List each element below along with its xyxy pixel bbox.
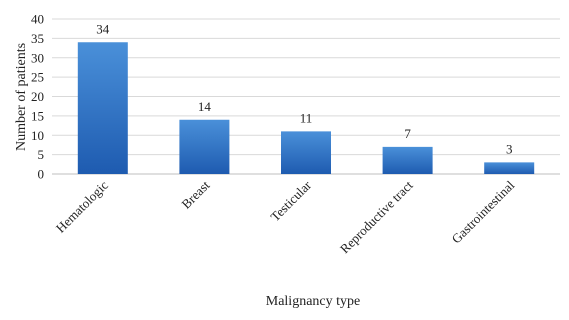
x-category-label: Testicular <box>267 177 314 224</box>
bar-hematologic <box>77 42 128 174</box>
y-tick-label: 25 <box>31 70 44 85</box>
x-axis-title: Malignancy type <box>266 294 360 309</box>
bar-gastrointestinal <box>484 162 535 174</box>
data-label: 34 <box>96 21 110 36</box>
x-category-label: Reproductive tract <box>337 177 416 256</box>
x-category-label: Breast <box>178 177 212 211</box>
x-axis-categories: Hematologic Breast Testicular Reproductive … <box>53 177 518 256</box>
bar-testicular <box>281 131 331 174</box>
gridlines <box>52 18 560 175</box>
y-tick-label: 35 <box>31 31 44 46</box>
data-label: 3 <box>506 141 513 156</box>
y-tick-label: 5 <box>38 147 45 162</box>
bar-reproductive-tract <box>382 146 433 174</box>
y-tick-label: 20 <box>31 89 44 104</box>
data-label: 7 <box>404 126 411 141</box>
y-tick-label: 15 <box>31 108 44 123</box>
y-axis-title: Number of patients <box>14 43 29 151</box>
x-category-label: Gastrointestinal <box>448 177 517 246</box>
x-category-label: Hematologic <box>53 177 111 235</box>
y-tick-label: 10 <box>31 128 44 143</box>
y-axis-ticks: 0 5 10 15 20 25 30 35 40 <box>31 12 44 182</box>
data-label: 14 <box>198 99 212 114</box>
bars <box>77 42 535 174</box>
data-labels: 34 14 11 7 3 <box>96 21 512 156</box>
y-tick-label: 40 <box>31 12 44 27</box>
y-tick-label: 30 <box>31 50 44 65</box>
data-label: 11 <box>300 110 313 125</box>
y-tick-label: 0 <box>38 167 45 182</box>
bar-breast <box>179 119 230 174</box>
